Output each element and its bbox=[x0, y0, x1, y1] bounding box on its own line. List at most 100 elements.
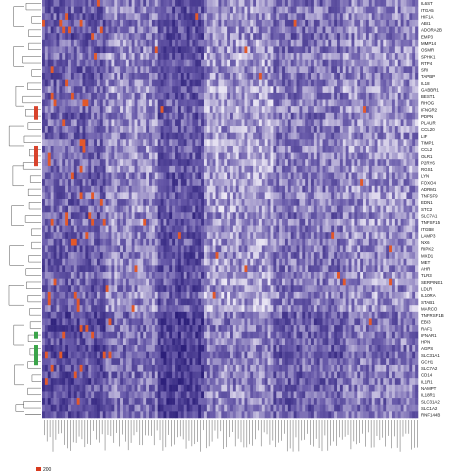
heatmap-cell bbox=[76, 92, 80, 100]
heatmap-cell bbox=[331, 159, 335, 167]
heatmap-cell bbox=[96, 152, 101, 160]
heatmap-cell bbox=[276, 86, 280, 94]
heatmap-cell bbox=[290, 179, 294, 187]
heatmap-cell bbox=[357, 99, 361, 107]
heatmap-cell bbox=[299, 185, 303, 193]
heatmap-cell bbox=[290, 199, 294, 206]
heatmap-cell bbox=[403, 46, 407, 54]
heatmap-cell bbox=[166, 185, 170, 193]
heatmap-cell bbox=[154, 46, 158, 54]
heatmap-cell bbox=[365, 238, 370, 246]
heatmap-cell bbox=[149, 99, 153, 107]
heatmap-cell bbox=[203, 0, 208, 7]
heatmap-cell bbox=[125, 139, 130, 147]
heatmap-cell bbox=[172, 53, 176, 61]
heatmap-cell bbox=[290, 26, 294, 34]
heatmap-cell bbox=[342, 212, 346, 220]
heatmap-cell bbox=[146, 86, 150, 94]
heatmap-cell bbox=[415, 13, 419, 21]
heatmap-cell bbox=[157, 59, 161, 67]
heatmap-cell bbox=[345, 26, 349, 34]
heatmap-cell bbox=[270, 39, 274, 47]
heatmap-cell bbox=[363, 159, 367, 167]
heatmap-cell bbox=[253, 139, 257, 147]
heatmap-cell bbox=[351, 53, 355, 61]
heatmap-cell bbox=[310, 92, 315, 100]
heatmap-cell bbox=[276, 192, 280, 200]
heatmap-cell bbox=[267, 212, 271, 220]
heatmap-cell bbox=[221, 19, 225, 27]
heatmap-cell bbox=[99, 66, 104, 74]
heatmap-cell bbox=[380, 72, 384, 80]
heatmap-cell bbox=[322, 6, 326, 14]
heatmap-cell bbox=[56, 145, 60, 153]
heatmap-cell bbox=[337, 6, 341, 14]
heatmap-cell bbox=[258, 232, 263, 240]
heatmap-cell bbox=[180, 232, 185, 240]
heatmap-cell bbox=[400, 59, 404, 67]
heatmap-cell bbox=[360, 112, 364, 120]
heatmap-cell bbox=[287, 59, 292, 67]
heatmap-cell bbox=[253, 179, 257, 187]
heatmap-cell bbox=[232, 185, 237, 193]
heatmap-cell bbox=[365, 99, 370, 107]
heatmap-cell bbox=[360, 159, 364, 167]
heatmap-cell bbox=[108, 72, 112, 80]
heatmap-cell bbox=[368, 238, 373, 246]
heatmap-cell bbox=[247, 86, 251, 94]
heatmap-cell bbox=[151, 99, 156, 107]
heatmap-cell bbox=[146, 252, 150, 260]
heatmap-cell bbox=[70, 126, 75, 133]
heatmap-cell bbox=[256, 152, 260, 160]
heatmap-cell bbox=[47, 159, 51, 167]
heatmap-cell bbox=[331, 245, 335, 253]
heatmap-cell bbox=[218, 66, 222, 74]
heatmap-cell bbox=[322, 59, 326, 67]
heatmap-cell bbox=[195, 33, 199, 41]
heatmap-cell bbox=[85, 86, 89, 94]
heatmap-cell bbox=[85, 59, 89, 67]
heatmap-cell bbox=[62, 212, 66, 220]
heatmap-cell bbox=[293, 92, 297, 100]
heatmap-cell bbox=[270, 106, 274, 114]
heatmap-cell bbox=[253, 92, 257, 100]
heatmap-cell bbox=[224, 39, 228, 47]
heatmap-cell bbox=[241, 199, 245, 206]
heatmap-cell bbox=[96, 26, 101, 34]
heatmap-cell bbox=[316, 6, 320, 14]
heatmap-cell bbox=[238, 39, 242, 47]
heatmap-cell bbox=[163, 212, 167, 220]
heatmap-cell bbox=[183, 126, 187, 133]
heatmap-cell bbox=[91, 72, 95, 80]
heatmap-cell bbox=[264, 59, 268, 67]
heatmap-cell bbox=[253, 59, 257, 67]
heatmap-cell bbox=[256, 46, 260, 54]
heatmap-cell bbox=[88, 192, 92, 200]
heatmap-cell bbox=[371, 26, 375, 34]
heatmap-cell bbox=[68, 132, 72, 140]
heatmap-cell bbox=[146, 0, 150, 7]
heatmap-cell bbox=[412, 185, 416, 193]
heatmap-cell bbox=[235, 159, 239, 167]
heatmap-cell bbox=[264, 159, 268, 167]
heatmap-cell bbox=[68, 72, 72, 80]
heatmap-cell bbox=[143, 99, 147, 107]
heatmap-cell bbox=[354, 152, 358, 160]
heatmap-cell bbox=[397, 66, 401, 74]
heatmap-cell bbox=[400, 79, 404, 87]
heatmap-cell bbox=[383, 245, 387, 253]
heatmap-cell bbox=[273, 232, 277, 240]
heatmap-cell bbox=[351, 66, 355, 74]
heatmap-cell bbox=[73, 112, 78, 120]
heatmap-cell bbox=[143, 238, 147, 246]
heatmap-cell bbox=[198, 225, 202, 233]
heatmap-cell bbox=[258, 119, 263, 127]
heatmap-cell bbox=[99, 46, 104, 54]
heatmap-cell bbox=[264, 26, 268, 34]
heatmap-cell bbox=[151, 39, 156, 47]
heatmap-cell bbox=[273, 99, 277, 107]
heatmap-cell bbox=[345, 59, 349, 67]
heatmap-cell bbox=[232, 218, 237, 226]
heatmap-cell bbox=[284, 119, 289, 127]
heatmap-cell bbox=[227, 185, 231, 193]
